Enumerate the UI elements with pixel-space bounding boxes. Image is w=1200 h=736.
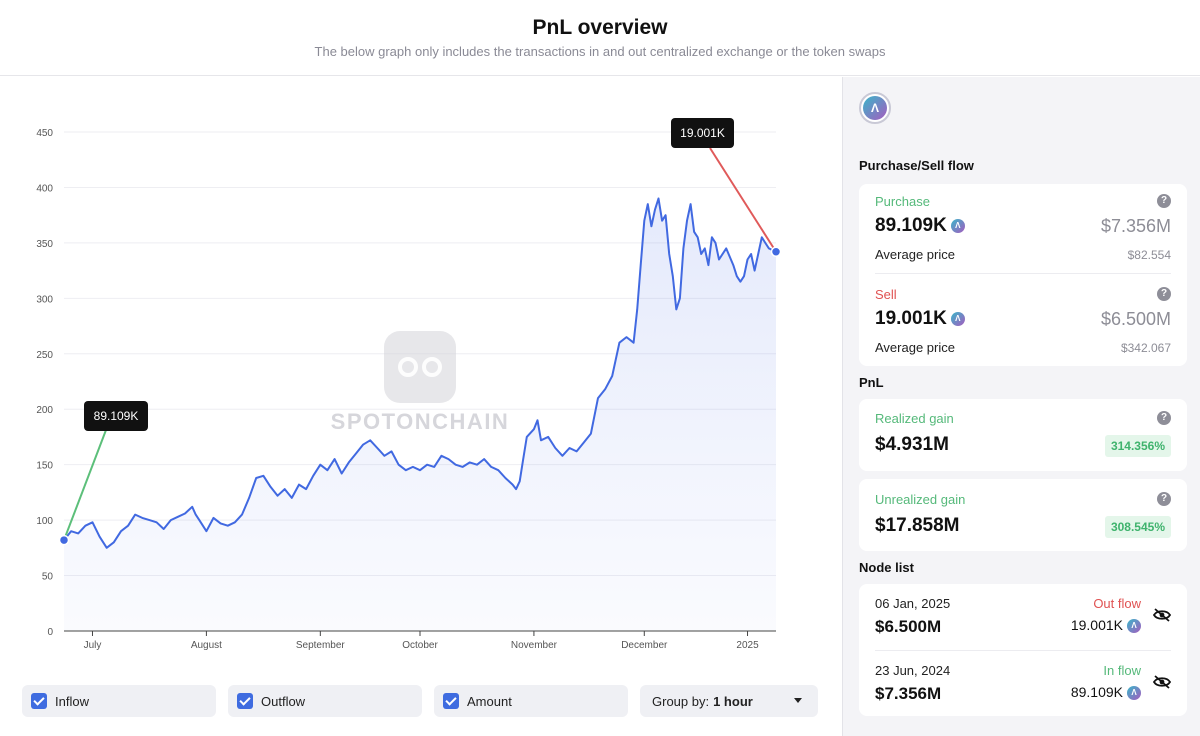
sell-avg-value: $342.067 [1120,341,1171,355]
node-flow: In flow [1103,663,1141,678]
chevron-down-icon [794,698,802,703]
help-icon[interactable]: ? [1157,492,1171,506]
unrealized-gain-card: Unrealized gain ? $17.858M 308.545% [859,479,1187,551]
help-icon[interactable]: ? [1157,194,1171,208]
group-by-select[interactable]: Group by: 1 hour [640,685,818,717]
divider [875,273,1171,274]
y-tick-label: 200 [36,405,53,416]
x-tick-label: July [84,640,102,651]
outflow-toggle[interactable]: Outflow [228,685,422,717]
node-date: 23 Jun, 2024 [875,663,951,678]
node-qty: 19.001K Λ [1071,617,1141,634]
x-tick-label: December [621,640,668,651]
sell-label: Sell [875,287,897,302]
inflow-checkbox[interactable] [31,693,47,709]
sell-usd: $6.500M [1100,309,1171,329]
x-tick-label: September [296,640,346,651]
inflow-tooltip [84,401,148,431]
unrealized-pct-badge: 308.545% [1104,516,1171,538]
aave-logo-icon: Λ [950,218,965,233]
outflow-point[interactable] [770,246,782,258]
purchase-usd: $7.356M [1100,216,1171,236]
group-by-label: Group by: [652,693,710,709]
realized-gain-card: Realized gain ? $4.931M 314.356% [859,399,1187,471]
x-tick-label: October [402,640,438,651]
y-tick-label: 300 [36,294,53,305]
node-amount: $7.356M [875,684,942,703]
purchase-label: Purchase [875,194,930,209]
node-amount: $6.500M [875,617,942,636]
watermark-icon [384,331,456,403]
outflow-checkbox[interactable] [237,693,253,709]
purchase-avg-value: $82.554 [1127,248,1171,262]
unrealized-value: $17.858M [875,515,960,536]
purchase-sell-title: Purchase/Sell flow [859,158,974,173]
node-qty: 89.109K Λ [1071,684,1141,701]
pnl-title: PnL [859,375,884,390]
eye-off-icon[interactable] [1153,675,1171,689]
x-tick-label: November [511,640,558,651]
chart-controls: Inflow Outflow Amount Group by: 1 hour [22,685,818,717]
outflow-tooltip-label: 19.001K [680,126,725,140]
outflow-label: Outflow [261,693,306,709]
y-tick-label: 50 [42,572,54,583]
page-header: PnL overview The below graph only includ… [0,0,1200,76]
y-tick-label: 150 [36,461,53,472]
inflow-label: Inflow [55,693,89,709]
watermark: SPOTONCHAIN [331,331,510,434]
node-list-card: 06 Jan, 2025 $6.500M Out flow 19.001K Λ 2… [859,584,1187,716]
series-line [63,197,777,549]
x-tick-label: 2025 [736,640,759,651]
y-tick-label: 400 [36,183,53,194]
amount-toggle[interactable]: Amount [434,685,628,717]
eye-off-icon[interactable] [1153,608,1171,622]
purchase-avg-label: Average price [875,247,955,262]
node-list-title: Node list [859,560,914,575]
amount-label: Amount [467,693,512,709]
outflow-connector [709,147,777,253]
y-tick-label: 0 [47,627,53,638]
help-icon[interactable]: ? [1157,287,1171,301]
x-tick-label: August [191,640,222,651]
aave-logo-icon: Λ [1127,686,1141,701]
y-tick-label: 100 [36,516,53,527]
amount-checkbox[interactable] [443,693,459,709]
realized-value: $4.931M [875,434,949,455]
y-tick-label: 450 [36,128,53,139]
inflow-connector [63,429,107,541]
sell-avg-label: Average price [875,340,955,355]
divider [875,650,1171,651]
chart-area: 0 50 100 150 200 250 300 350 400 450 SPOTONCHAIN … [0,77,842,736]
purchase-sell-card: Purchase ? 89.109K Λ $7.356M Average pric… [859,184,1187,366]
realized-label: Realized gain [875,411,954,426]
outflow-tooltip [671,118,734,148]
aave-logo-icon: Λ [950,311,965,326]
inflow-toggle[interactable]: Inflow [22,685,216,717]
sell-qty: 19.001K Λ [875,308,965,330]
node-flow: Out flow [1093,596,1141,611]
node-date: 06 Jan, 2025 [875,596,951,611]
series-area [64,198,776,631]
inflow-tooltip-label: 89.109K [94,409,139,423]
sidebar: Λ Purchase/Sell flow Purchase ? 89.109K Λ… [842,77,1200,736]
group-by-value: 1 hour [713,693,753,709]
watermark-text: SPOTONCHAIN [331,409,510,434]
page-subtitle: The below graph only includes the transa… [314,44,886,59]
y-tick-label: 350 [36,239,53,250]
realized-pct-badge: 314.356% [1104,435,1171,457]
aave-logo-icon: Λ [859,92,891,124]
y-tick-label: 250 [36,350,53,361]
unrealized-label: Unrealized gain [875,492,966,507]
purchase-qty: 89.109K Λ [875,215,965,237]
page-title: PnL overview [532,16,668,39]
aave-logo-icon: Λ [1127,619,1141,634]
inflow-point[interactable] [58,534,70,546]
help-icon[interactable]: ? [1157,411,1171,425]
